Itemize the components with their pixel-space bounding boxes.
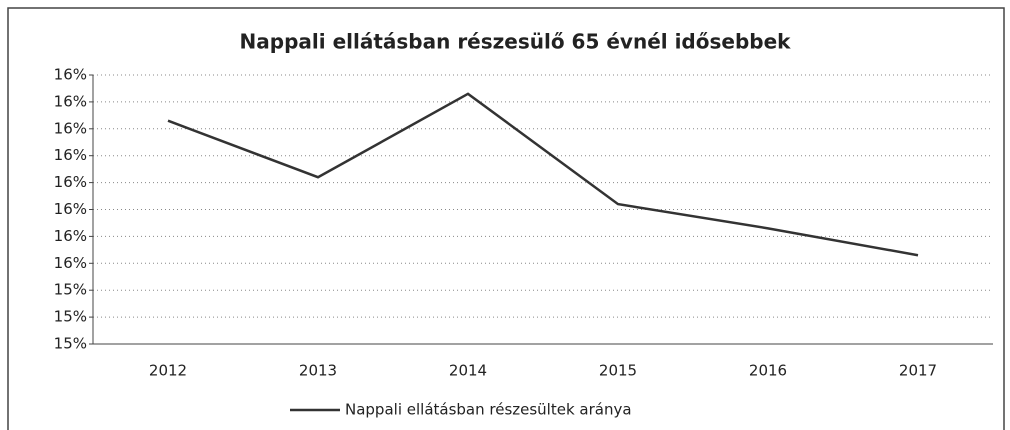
y-tick-label: 16% [54,254,87,272]
y-tick-label: 16% [54,146,87,164]
x-tick-label: 2013 [299,362,337,380]
series-line [167,92,919,257]
x-tick-label: 2012 [149,362,187,380]
legend-label: Nappali ellátásban részesültek aránya [345,401,632,419]
y-tick-label: 16% [54,200,87,218]
y-tick-label: 16% [54,173,87,191]
y-tick-label: 16% [54,92,87,110]
y-tick-label: 15% [54,281,87,299]
x-tick-label: 2014 [449,362,487,380]
x-tick-label: 2016 [749,362,787,380]
y-tick-label: 16% [54,66,87,84]
y-tick-label: 16% [54,119,87,137]
y-tick-label: 16% [54,227,87,245]
x-tick-label: 2015 [599,362,637,380]
y-tick-label: 15% [54,335,87,353]
x-tick-label: 2017 [899,362,937,380]
chart-frame [7,7,1005,430]
y-tick-label: 15% [54,308,87,326]
chart-title: Nappali ellátásban részesülő 65 évnél id… [240,30,792,54]
